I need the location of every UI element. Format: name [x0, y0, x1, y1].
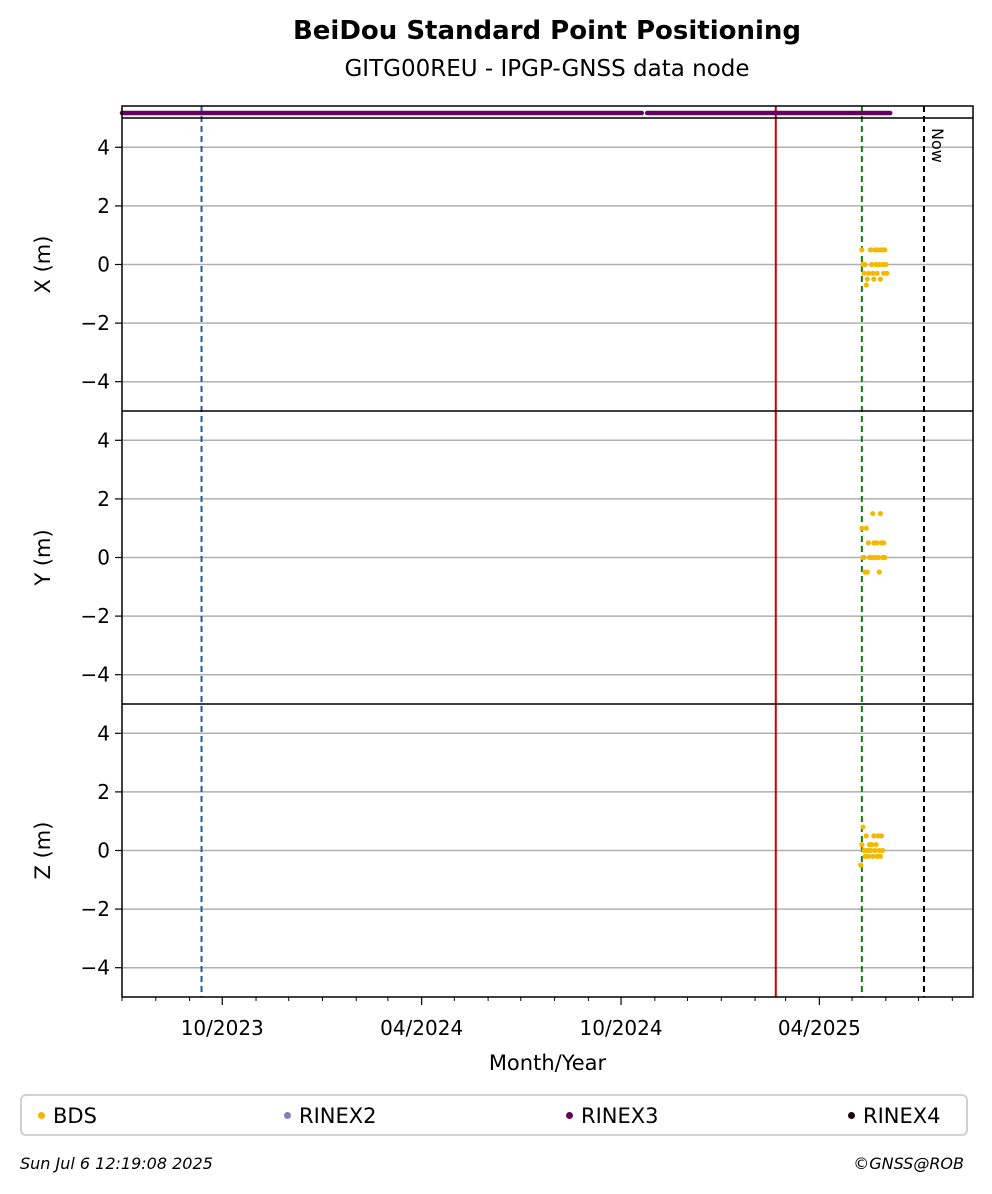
chart-subtitle: GITG00REU - IPGP-GNSS data node — [344, 56, 750, 82]
bds-point — [875, 554, 881, 561]
footer-timestamp: Sun Jul 6 12:19:08 2025 — [20, 1154, 213, 1173]
legend-item-rinex3: RINEX3 — [566, 1104, 659, 1128]
bds-point — [863, 525, 869, 531]
bds-point — [882, 247, 888, 253]
bds-point — [874, 540, 880, 546]
legend-label-bds: BDS — [53, 1104, 97, 1128]
bds-point — [883, 261, 889, 268]
y-axis-label: Y (m) — [31, 529, 55, 586]
bds-point — [864, 569, 870, 575]
bds-point — [879, 847, 886, 854]
legend-label-rinex3: RINEX3 — [581, 1104, 659, 1128]
y-tick-label: 4 — [97, 721, 110, 745]
bds-point — [873, 842, 879, 848]
chart-title: BeiDou Standard Point Positioning — [292, 16, 802, 46]
x-axis-label: Month/Year — [489, 1051, 607, 1075]
bds-point — [862, 261, 868, 268]
legend-marker-rinex2 — [284, 1111, 291, 1119]
y-tick-label: −4 — [81, 956, 110, 980]
bds-point — [859, 842, 865, 848]
bds-point — [863, 833, 869, 839]
y-tick-label: −4 — [81, 663, 110, 687]
y-axis-label: Z (m) — [31, 822, 55, 880]
y-tick-label: −2 — [81, 311, 110, 335]
bds-point — [865, 853, 871, 859]
bds-point — [864, 276, 870, 282]
footer-copyright: ©GNSS@ROB — [853, 1154, 964, 1173]
bds-point — [867, 247, 874, 253]
bds-point — [867, 847, 874, 854]
bds-point — [870, 853, 876, 859]
bds-point — [884, 270, 890, 276]
plot-frame — [121, 105, 974, 998]
chart-area: 4 2 0 −2 −4 X (m) 4 2 0 −2 −4 Y (m) 4 2 0 −2 −4 Z (m) Now 1… — [31, 105, 974, 1075]
bds-point — [877, 276, 883, 282]
y-axis-label: X (m) — [31, 236, 55, 294]
y-tick-label: 4 — [97, 428, 110, 452]
bds-point — [870, 510, 876, 517]
bds-point — [871, 833, 877, 839]
legend-marker-rinex3 — [566, 1111, 573, 1119]
bds-point — [861, 554, 867, 561]
y-tick-label: 0 — [97, 546, 110, 570]
bds-point — [870, 270, 876, 276]
y-tick-label: 2 — [97, 780, 110, 804]
bds-point — [865, 540, 871, 546]
bds-point — [882, 554, 888, 561]
bds-point — [881, 540, 887, 546]
y-tick-label: 2 — [97, 487, 110, 511]
legend-item-bds: BDS — [38, 1104, 97, 1128]
legend: BDS RINEX2 RINEX3 RINEX4 — [20, 1094, 968, 1136]
bds-point — [863, 282, 869, 288]
legend-item-rinex4: RINEX4 — [848, 1104, 941, 1128]
bds-point — [869, 842, 875, 848]
bds-point — [871, 276, 877, 282]
bds-point — [877, 853, 883, 859]
legend-marker-rinex4 — [848, 1111, 855, 1119]
x-tick-label: 10/2023 — [181, 1016, 264, 1040]
y-tick-label: −2 — [81, 604, 110, 628]
legend-label-rinex4: RINEX4 — [863, 1104, 941, 1128]
bds-point — [861, 270, 867, 276]
bds-point — [858, 862, 864, 868]
y-tick-label: −2 — [81, 897, 110, 921]
x-tick-label: 10/2024 — [580, 1016, 663, 1040]
bds-point — [860, 824, 866, 830]
now-label: Now — [928, 128, 947, 163]
bds-point — [859, 247, 865, 253]
bds-point — [859, 525, 865, 531]
y-tick-label: 2 — [97, 194, 110, 218]
bds-point — [876, 569, 882, 575]
bds-point — [878, 833, 885, 839]
bds-point — [869, 261, 875, 268]
y-tick-label: 4 — [97, 135, 110, 159]
bds-point — [874, 270, 880, 276]
y-tick-label: 0 — [97, 839, 110, 863]
bds-point — [872, 847, 878, 854]
legend-label-rinex2: RINEX2 — [299, 1104, 377, 1128]
x-tick-label: 04/2025 — [778, 1016, 861, 1040]
legend-marker-bds — [38, 1111, 45, 1119]
y-tick-label: 0 — [97, 253, 110, 277]
x-tick-label: 04/2024 — [380, 1016, 463, 1040]
bds-point — [877, 510, 883, 517]
bds-point — [865, 270, 871, 276]
y-tick-label: −4 — [81, 370, 110, 394]
legend-item-rinex2: RINEX2 — [284, 1104, 377, 1128]
